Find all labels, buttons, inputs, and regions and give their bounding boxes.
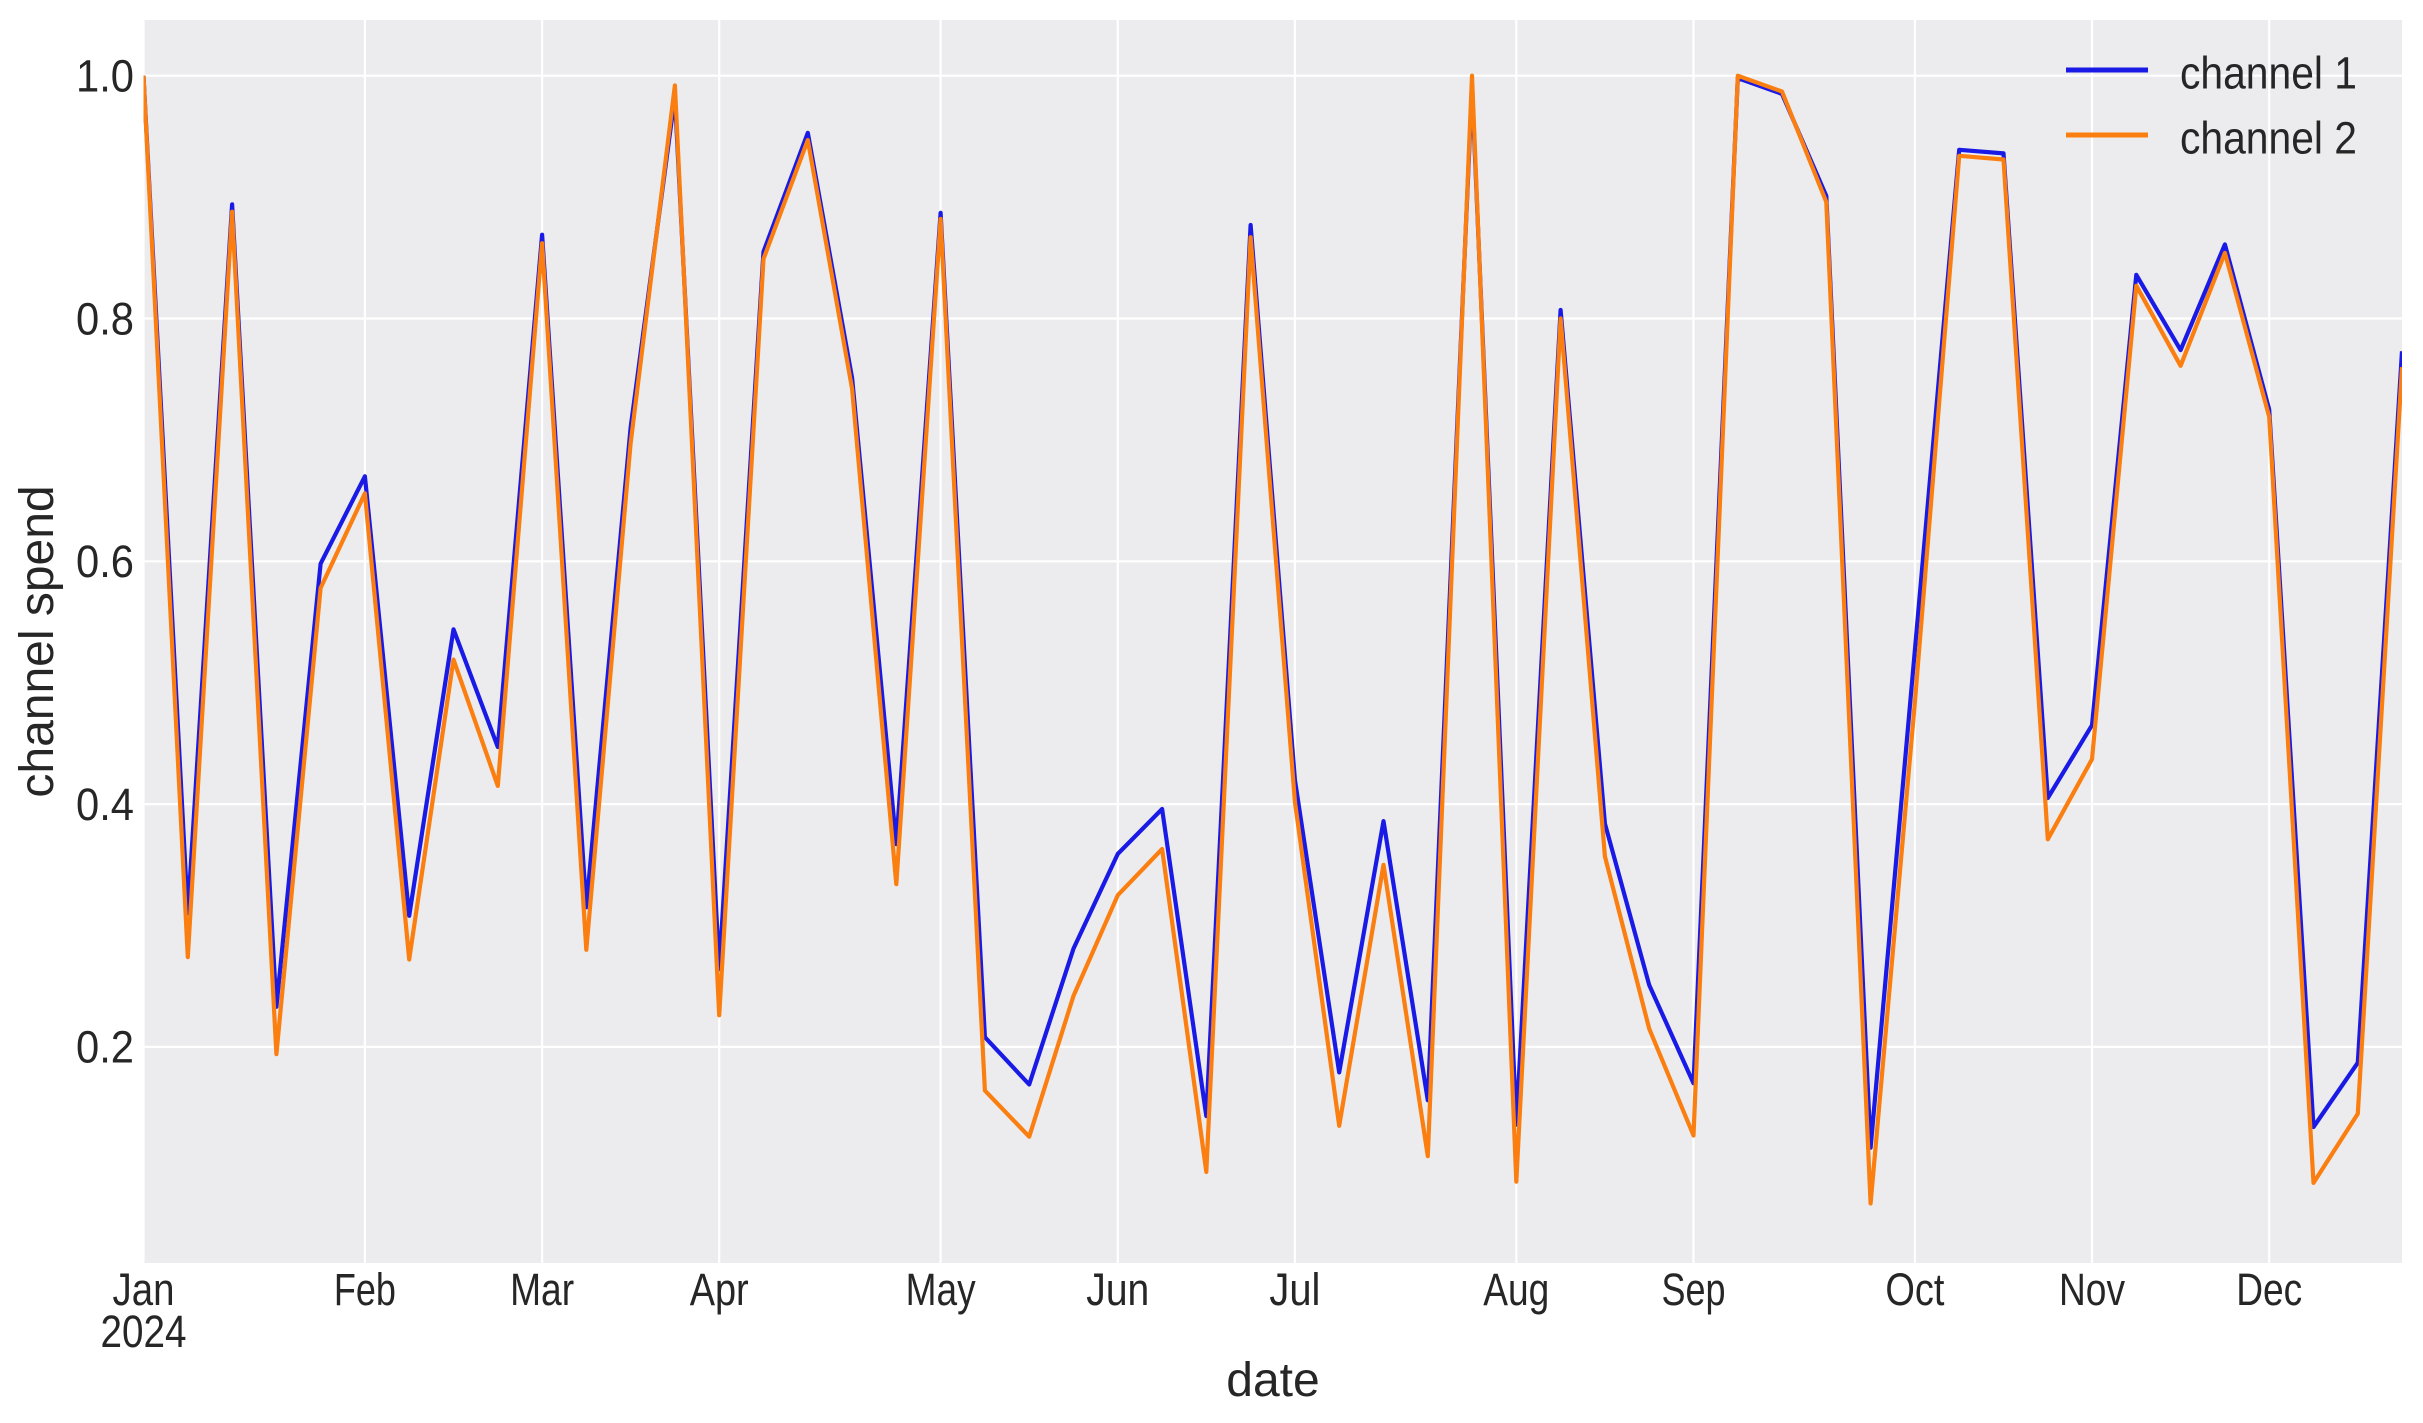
svg-text:Mar: Mar — [510, 1264, 574, 1315]
svg-text:0.8: 0.8 — [76, 293, 134, 344]
svg-text:Jun: Jun — [1086, 1264, 1149, 1315]
svg-text:Apr: Apr — [690, 1264, 749, 1315]
svg-text:Oct: Oct — [1885, 1264, 1944, 1315]
svg-text:May: May — [906, 1264, 976, 1315]
svg-text:Jul: Jul — [1269, 1264, 1320, 1315]
svg-text:1.0: 1.0 — [76, 51, 134, 102]
svg-text:Feb: Feb — [334, 1264, 396, 1315]
svg-text:0.2: 0.2 — [76, 1022, 134, 1073]
svg-text:Aug: Aug — [1483, 1264, 1549, 1315]
svg-text:Jan: Jan — [113, 1264, 175, 1315]
svg-text:channel 2: channel 2 — [2180, 113, 2357, 164]
svg-text:channel spend: channel spend — [11, 485, 64, 797]
svg-text:0.4: 0.4 — [76, 779, 134, 830]
svg-text:2024: 2024 — [101, 1306, 187, 1357]
svg-text:date: date — [1226, 1354, 1319, 1407]
svg-text:Sep: Sep — [1662, 1264, 1726, 1315]
svg-text:Dec: Dec — [2236, 1264, 2302, 1315]
svg-text:0.6: 0.6 — [76, 536, 134, 587]
svg-text:channel 1: channel 1 — [2180, 48, 2357, 99]
svg-text:Nov: Nov — [2059, 1264, 2125, 1315]
